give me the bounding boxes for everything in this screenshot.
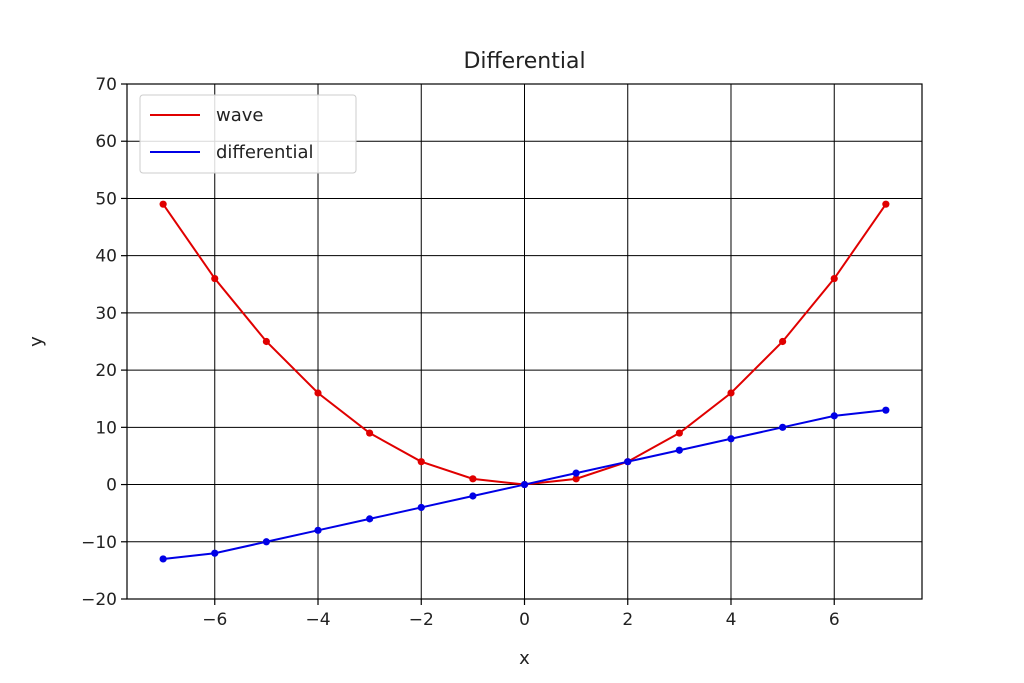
x-tick-label: 6 xyxy=(829,610,840,630)
data-point-differential xyxy=(417,503,425,512)
data-point-differential xyxy=(624,458,632,466)
x-tick-label: −6 xyxy=(202,610,227,630)
y-tick-label: −20 xyxy=(81,590,117,610)
y-tick-label: 10 xyxy=(95,418,117,438)
data-point-wave xyxy=(779,337,787,346)
y-tick-label: 70 xyxy=(95,75,117,95)
data-point-wave xyxy=(262,337,270,346)
x-axis-label: x xyxy=(519,648,530,669)
legend: wave differential xyxy=(139,94,357,174)
data-point-differential xyxy=(727,435,735,443)
x-tick-label: 0 xyxy=(519,610,530,630)
chart-title: Differential xyxy=(463,49,585,74)
x-tick-label: −4 xyxy=(305,610,330,630)
data-point-wave xyxy=(417,458,425,466)
data-point-differential xyxy=(882,406,890,414)
y-axis-label: y xyxy=(26,336,47,347)
data-point-wave xyxy=(830,274,838,283)
data-point-differential xyxy=(520,480,529,489)
data-point-wave xyxy=(211,274,219,283)
data-point-differential xyxy=(366,515,374,523)
data-point-differential xyxy=(159,555,167,563)
data-point-wave xyxy=(159,200,167,208)
data-point-differential xyxy=(314,526,322,534)
y-tick-label: 30 xyxy=(95,304,117,324)
data-point-differential xyxy=(262,538,270,546)
y-tick-label: 50 xyxy=(95,189,117,209)
y-tick-label: −10 xyxy=(81,533,117,553)
data-point-differential xyxy=(211,549,219,557)
data-point-wave xyxy=(675,429,683,437)
data-point-differential xyxy=(469,492,477,500)
y-tick-label: 0 xyxy=(106,476,117,496)
data-point-differential xyxy=(830,412,838,420)
data-point-differential xyxy=(675,446,683,454)
data-point-wave xyxy=(366,429,374,437)
data-point-wave xyxy=(314,389,322,397)
y-tick-label: 20 xyxy=(95,361,117,381)
legend-label-differential: differential xyxy=(216,142,313,163)
data-point-wave xyxy=(882,200,890,208)
x-tick-label: −2 xyxy=(409,610,434,630)
data-point-differential xyxy=(779,423,787,431)
y-tick-label: 60 xyxy=(95,132,117,152)
data-point-wave xyxy=(572,475,580,483)
x-tick-label: 4 xyxy=(726,610,737,630)
data-point-differential xyxy=(572,469,580,477)
legend-label-wave: wave xyxy=(216,105,263,126)
data-point-wave xyxy=(469,475,477,483)
data-point-wave xyxy=(727,389,735,397)
y-tick-label: 40 xyxy=(95,247,117,267)
x-tick-label: 2 xyxy=(622,610,633,630)
series-layer xyxy=(159,200,890,563)
